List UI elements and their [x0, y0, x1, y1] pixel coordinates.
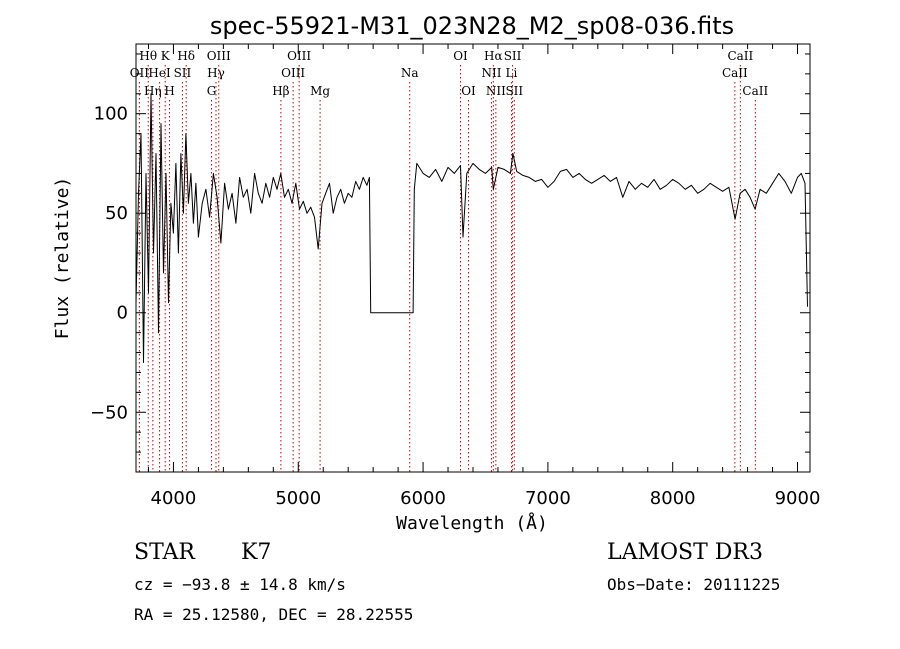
y-axis-ticks: −50 0 50 100: [90, 53, 810, 453]
line-label-24: CaII: [722, 66, 748, 80]
x-axis-ticks: 4000 5000 6000 7000 8000 9000: [147, 44, 821, 509]
spectrum-line: [135, 93, 808, 363]
line-label-3: K: [161, 49, 171, 63]
line-label-16: OI: [453, 49, 468, 63]
line-label-12: OIII: [281, 66, 305, 80]
chart-title: spec-55921-M31_023N28_M2_sp08-036.fits: [210, 12, 734, 40]
line-label-6: SII: [174, 66, 192, 80]
y-tick-label: 0: [117, 303, 128, 324]
observation-date: Obs−Date: 20111225: [607, 575, 780, 594]
line-label-7: Hδ: [177, 49, 195, 63]
line-label-11: Hβ: [272, 84, 289, 98]
line-label-15: Na: [401, 66, 419, 80]
line-label-10: Hγ: [207, 66, 225, 80]
line-label-18: Hα: [484, 49, 503, 63]
x-tick-label: 5000: [275, 488, 321, 509]
line-label-23: SII: [505, 84, 523, 98]
line-label-2: Hη: [144, 84, 162, 98]
line-label-4: HeI: [148, 66, 171, 80]
x-tick-label: 9000: [775, 488, 821, 509]
x-tick-label: 6000: [400, 488, 446, 509]
line-label-26: CaII: [742, 84, 768, 98]
line-label-5: H: [164, 84, 174, 98]
plot-frame: [135, 43, 811, 473]
x-axis-label: Wavelength (Å): [396, 512, 548, 534]
spectrum-trace: [135, 93, 808, 363]
line-label-13: OIII: [287, 49, 311, 63]
y-tick-label: −50: [90, 402, 128, 423]
x-tick-label: 8000: [650, 488, 696, 509]
redshift-cz: cz = −93.8 ± 14.8 km/s: [134, 575, 346, 594]
line-label-1: Hθ: [139, 49, 157, 63]
spectral-line-markers: [138, 65, 756, 472]
x-tick-label: 7000: [525, 488, 571, 509]
line-label-14: Mg: [310, 84, 330, 98]
line-label-22: Li: [506, 66, 518, 80]
spectral-line-labels: OIIHθHηKHeIHSIIHδGOIIIHγHβOIIIOIIIMgNaOI…: [130, 49, 769, 98]
line-label-9: OIII: [207, 49, 231, 63]
line-label-19: NII: [481, 66, 501, 80]
line-label-8: G: [207, 84, 217, 98]
line-label-20: NII: [486, 84, 506, 98]
object-class: STAR: [134, 540, 196, 565]
y-axis-label: Flux (relative): [52, 177, 73, 340]
sky-coordinates: RA = 25.12580, DEC = 28.22555: [134, 605, 413, 624]
line-label-0: OII: [130, 66, 150, 80]
survey-name: LAMOST DR3: [607, 540, 763, 565]
line-label-21: SII: [504, 49, 522, 63]
object-subclass: K7: [241, 540, 271, 565]
y-tick-label: 50: [105, 203, 128, 224]
x-tick-label: 4000: [151, 488, 197, 509]
line-label-17: OI: [461, 84, 476, 98]
line-label-25: CaII: [727, 49, 753, 63]
y-tick-label: 100: [94, 104, 128, 125]
